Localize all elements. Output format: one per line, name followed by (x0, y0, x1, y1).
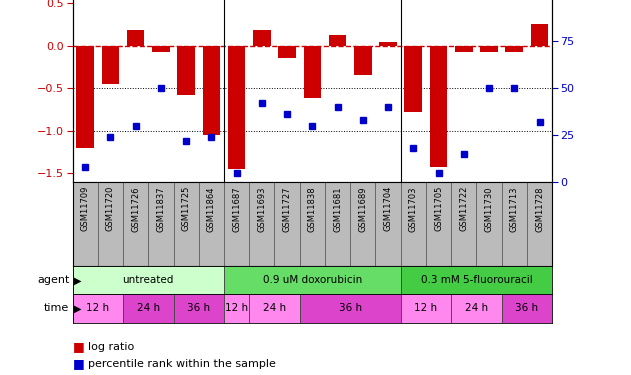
Text: 0.9 uM doxorubicin: 0.9 uM doxorubicin (262, 275, 362, 285)
Bar (354, 45, 372, 75)
Text: 36 h: 36 h (516, 303, 538, 313)
Bar (174, 294, 224, 322)
Bar (249, 294, 300, 322)
Bar (451, 294, 502, 322)
Bar (502, 182, 527, 266)
Bar (253, 30, 271, 45)
Bar (430, 45, 447, 166)
Bar (531, 24, 548, 45)
Bar (102, 45, 119, 84)
Bar (127, 30, 144, 45)
Bar (401, 294, 451, 322)
Bar (426, 182, 451, 266)
Bar (73, 266, 224, 294)
Bar (401, 266, 552, 294)
Bar (455, 45, 473, 53)
Text: ■: ■ (73, 357, 85, 370)
Text: GSM11837: GSM11837 (156, 186, 165, 232)
Text: log ratio: log ratio (88, 342, 134, 352)
Text: GSM11725: GSM11725 (182, 186, 191, 231)
Bar (401, 182, 426, 266)
Bar (249, 182, 274, 266)
Bar (98, 182, 123, 266)
Bar (203, 45, 220, 135)
Bar (300, 182, 325, 266)
Bar (152, 45, 170, 53)
Bar (329, 35, 346, 45)
Bar (451, 182, 476, 266)
Bar (278, 45, 296, 58)
Bar (199, 182, 224, 266)
Text: GSM11727: GSM11727 (283, 186, 292, 232)
Bar (73, 294, 123, 322)
Text: ▶: ▶ (74, 303, 81, 313)
Bar (404, 45, 422, 112)
Text: GSM11709: GSM11709 (81, 186, 90, 231)
Text: GSM11730: GSM11730 (485, 186, 493, 232)
Bar (375, 182, 401, 266)
Text: 12 h: 12 h (415, 303, 437, 313)
Text: GSM11687: GSM11687 (232, 186, 241, 232)
Bar (379, 42, 397, 45)
Bar (148, 182, 174, 266)
Bar (480, 45, 498, 53)
Text: GSM11728: GSM11728 (535, 186, 544, 232)
Text: GSM11705: GSM11705 (434, 186, 443, 231)
Bar (502, 294, 552, 322)
Text: ■: ■ (73, 340, 85, 353)
Text: 24 h: 24 h (137, 303, 160, 313)
Bar (123, 294, 174, 322)
Text: GSM11689: GSM11689 (358, 186, 367, 232)
Text: untreated: untreated (122, 275, 174, 285)
Text: agent: agent (37, 275, 69, 285)
Bar (300, 294, 401, 322)
Text: GSM11720: GSM11720 (106, 186, 115, 231)
Text: 24 h: 24 h (465, 303, 488, 313)
Bar (177, 45, 195, 95)
Text: GSM11838: GSM11838 (308, 186, 317, 232)
Text: 36 h: 36 h (339, 303, 362, 313)
Bar (304, 45, 321, 98)
Text: 36 h: 36 h (187, 303, 210, 313)
Bar (123, 182, 148, 266)
Text: time: time (44, 303, 69, 313)
Text: GSM11693: GSM11693 (257, 186, 266, 232)
Text: 24 h: 24 h (263, 303, 286, 313)
Text: GSM11864: GSM11864 (207, 186, 216, 232)
Bar (325, 182, 350, 266)
Bar (76, 45, 94, 148)
Bar (527, 182, 552, 266)
Text: GSM11726: GSM11726 (131, 186, 140, 232)
Text: GSM11704: GSM11704 (384, 186, 392, 231)
Bar (224, 182, 249, 266)
Text: GSM11703: GSM11703 (409, 186, 418, 232)
Bar (228, 45, 245, 169)
Text: GSM11681: GSM11681 (333, 186, 342, 232)
Bar (274, 182, 300, 266)
Text: 12 h: 12 h (225, 303, 248, 313)
Text: percentile rank within the sample: percentile rank within the sample (88, 359, 276, 369)
Bar (476, 182, 502, 266)
Bar (73, 182, 98, 266)
Bar (224, 266, 401, 294)
Bar (505, 45, 523, 53)
Text: 0.3 mM 5-fluorouracil: 0.3 mM 5-fluorouracil (420, 275, 533, 285)
Text: GSM11713: GSM11713 (510, 186, 519, 232)
Text: GSM11722: GSM11722 (459, 186, 468, 231)
Bar (350, 182, 375, 266)
Bar (174, 182, 199, 266)
Text: ▶: ▶ (74, 275, 81, 285)
Bar (224, 294, 249, 322)
Text: 12 h: 12 h (86, 303, 109, 313)
